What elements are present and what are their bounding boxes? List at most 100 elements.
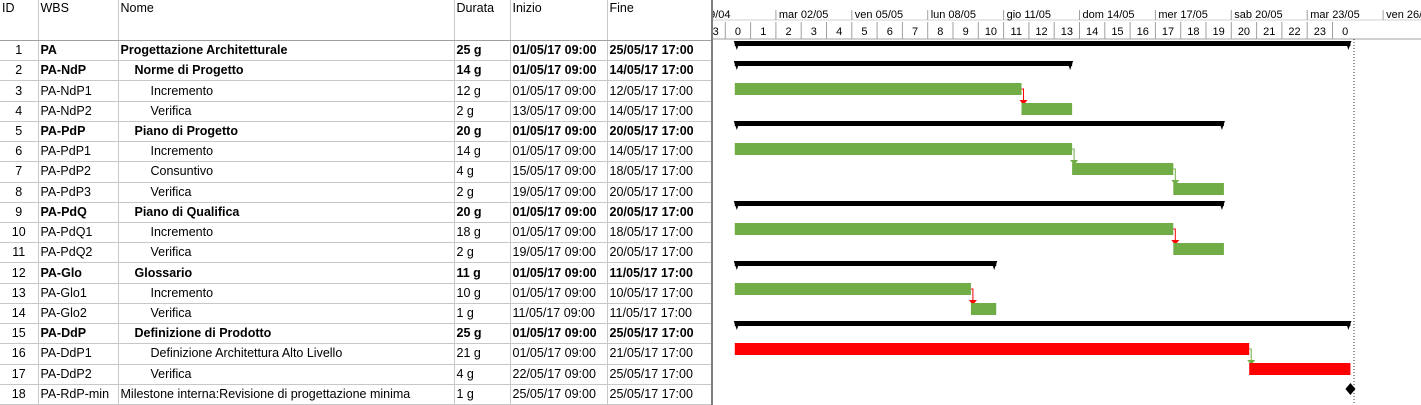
task-id[interactable]: 5 xyxy=(0,121,39,143)
task-id[interactable]: 7 xyxy=(0,161,39,183)
task-duration[interactable]: 2 g xyxy=(454,242,511,264)
task-start[interactable]: 15/05/17 09:00 xyxy=(510,161,608,183)
task-duration[interactable]: 14 g xyxy=(454,141,511,163)
task-start[interactable]: 01/05/17 09:00 xyxy=(510,283,608,304)
task-name[interactable]: Verifica xyxy=(118,242,455,264)
task-row[interactable]: 7 PA-PdP2 Consuntivo 4 g 15/05/17 09:00 18/05… xyxy=(0,161,712,183)
task-end[interactable]: 10/05/17 17:00 xyxy=(607,283,712,304)
task-wbs[interactable]: PA-PdP1 xyxy=(38,141,119,163)
task-id[interactable]: 6 xyxy=(0,141,39,163)
task-id[interactable]: 14 xyxy=(0,303,39,325)
task-end[interactable]: 25/05/17 17:00 xyxy=(607,40,712,62)
task-row[interactable]: 9 PA-PdQ Piano di Qualifica 20 g 01/05/17 09… xyxy=(0,202,712,223)
task-name[interactable]: Milestone interna:Revisione di progettaz… xyxy=(118,384,455,405)
task-wbs[interactable]: PA-PdQ2 xyxy=(38,242,119,264)
task-wbs[interactable]: PA-PdQ xyxy=(38,202,119,223)
task-row[interactable]: 8 PA-PdP3 Verifica 2 g 19/05/17 09:00 20/05/1… xyxy=(0,182,712,203)
task-end[interactable]: 11/05/17 17:00 xyxy=(607,303,712,325)
task-duration[interactable]: 20 g xyxy=(454,121,511,143)
task-name[interactable]: Glossario xyxy=(118,262,455,284)
task-id[interactable]: 1 xyxy=(0,40,39,62)
task-name[interactable]: Incremento xyxy=(118,141,455,163)
task-end[interactable]: 14/05/17 17:00 xyxy=(607,60,712,82)
gantt-canvas[interactable]: 29/04 mar 02/05 ven 05/05 lun 08/05 gio 11/0… xyxy=(713,0,1421,405)
gantt-chart[interactable]: 29/04 mar 02/05 ven 05/05 lun 08/05 gio 11/0… xyxy=(711,0,1421,405)
task-wbs[interactable]: PA-PdP xyxy=(38,121,119,143)
column-header-wbs[interactable]: WBS xyxy=(38,0,119,41)
task-duration[interactable]: 12 g xyxy=(454,80,511,102)
task-start[interactable]: 01/05/17 09:00 xyxy=(510,121,608,143)
task-start[interactable]: 22/05/17 09:00 xyxy=(510,364,608,385)
task-id[interactable]: 15 xyxy=(0,323,39,345)
task-duration[interactable]: 10 g xyxy=(454,283,511,304)
task-row[interactable]: 1 PA Progettazione Architetturale 25 g 01/05… xyxy=(0,40,712,62)
task-duration[interactable]: 25 g xyxy=(454,40,511,62)
task-row[interactable]: 4 PA-NdP2 Verifica 2 g 13/05/17 09:00 14/05/1… xyxy=(0,101,712,122)
task-end[interactable]: 21/05/17 17:00 xyxy=(607,343,712,365)
column-header-name[interactable]: Nome xyxy=(118,0,455,41)
task-duration[interactable]: 4 g xyxy=(454,161,511,183)
task-wbs[interactable]: PA-Glo2 xyxy=(38,303,119,325)
task-end[interactable]: 20/05/17 17:00 xyxy=(607,182,712,203)
task-duration[interactable]: 1 g xyxy=(454,303,511,325)
task-wbs[interactable]: PA-RdP-min xyxy=(38,384,119,405)
task-row[interactable]: 14 PA-Glo2 Verifica 1 g 11/05/17 09:00 11/05/… xyxy=(0,303,712,325)
task-id[interactable]: 10 xyxy=(0,222,39,244)
task-end[interactable]: 18/05/17 17:00 xyxy=(607,222,712,244)
task-row[interactable]: 11 PA-PdQ2 Verifica 2 g 19/05/17 09:00 20/05/… xyxy=(0,242,712,264)
task-duration[interactable]: 4 g xyxy=(454,364,511,385)
task-start[interactable]: 01/05/17 09:00 xyxy=(510,141,608,163)
task-name[interactable]: Incremento xyxy=(118,283,455,304)
task-wbs[interactable]: PA-DdP2 xyxy=(38,364,119,385)
task-duration[interactable]: 25 g xyxy=(454,323,511,345)
task-id[interactable]: 4 xyxy=(0,101,39,122)
task-id[interactable]: 11 xyxy=(0,242,39,264)
task-start[interactable]: 01/05/17 09:00 xyxy=(510,202,608,223)
task-wbs[interactable]: PA-Glo1 xyxy=(38,283,119,304)
column-header-end[interactable]: Fine xyxy=(607,0,712,41)
task-start[interactable]: 01/05/17 09:00 xyxy=(510,222,608,244)
task-duration[interactable]: 1 g xyxy=(454,384,511,405)
task-wbs[interactable]: PA-PdP3 xyxy=(38,182,119,203)
task-row[interactable]: 6 PA-PdP1 Incremento 14 g 01/05/17 09:00 14/0… xyxy=(0,141,712,163)
task-name[interactable]: Verifica xyxy=(118,364,455,385)
task-start[interactable]: 01/05/17 09:00 xyxy=(510,80,608,102)
task-row[interactable]: 15 PA-DdP Definizione di Prodotto 25 g 01/05… xyxy=(0,323,712,345)
task-row[interactable]: 3 PA-NdP1 Incremento 12 g 01/05/17 09:00 12/0… xyxy=(0,80,712,102)
task-start[interactable]: 01/05/17 09:00 xyxy=(510,343,608,365)
task-name[interactable]: Definizione Architettura Alto Livello xyxy=(118,343,455,365)
task-duration[interactable]: 21 g xyxy=(454,343,511,365)
task-end[interactable]: 12/05/17 17:00 xyxy=(607,80,712,102)
task-id[interactable]: 13 xyxy=(0,283,39,304)
task-wbs[interactable]: PA-NdP xyxy=(38,60,119,82)
task-name[interactable]: Verifica xyxy=(118,101,455,122)
task-name[interactable]: Incremento xyxy=(118,222,455,244)
task-duration[interactable]: 2 g xyxy=(454,101,511,122)
task-wbs[interactable]: PA-PdP2 xyxy=(38,161,119,183)
task-name[interactable]: Piano di Progetto xyxy=(118,121,455,143)
task-end[interactable]: 14/05/17 17:00 xyxy=(607,141,712,163)
task-wbs[interactable]: PA-Glo xyxy=(38,262,119,284)
task-start[interactable]: 01/05/17 09:00 xyxy=(510,262,608,284)
task-start[interactable]: 13/05/17 09:00 xyxy=(510,101,608,122)
task-duration[interactable]: 20 g xyxy=(454,202,511,223)
task-row[interactable]: 16 PA-DdP1 Definizione Architettura Alto L… xyxy=(0,343,712,365)
task-row[interactable]: 5 PA-PdP Piano di Progetto 20 g 01/05/17 09:… xyxy=(0,121,712,143)
task-id[interactable]: 3 xyxy=(0,80,39,102)
task-duration[interactable]: 18 g xyxy=(454,222,511,244)
task-end[interactable]: 20/05/17 17:00 xyxy=(607,242,712,264)
task-name[interactable]: Consuntivo xyxy=(118,161,455,183)
task-start[interactable]: 19/05/17 09:00 xyxy=(510,242,608,264)
task-start[interactable]: 11/05/17 09:00 xyxy=(510,303,608,325)
column-header-id[interactable]: ID xyxy=(0,0,39,41)
task-row[interactable]: 13 PA-Glo1 Incremento 10 g 01/05/17 09:00 10/… xyxy=(0,283,712,304)
task-start[interactable]: 25/05/17 09:00 xyxy=(510,384,608,405)
task-end[interactable]: 18/05/17 17:00 xyxy=(607,161,712,183)
task-id[interactable]: 17 xyxy=(0,364,39,385)
task-duration[interactable]: 14 g xyxy=(454,60,511,82)
task-wbs[interactable]: PA xyxy=(38,40,119,62)
task-end[interactable]: 11/05/17 17:00 xyxy=(607,262,712,284)
task-wbs[interactable]: PA-NdP2 xyxy=(38,101,119,122)
task-end[interactable]: 14/05/17 17:00 xyxy=(607,101,712,122)
task-start[interactable]: 19/05/17 09:00 xyxy=(510,182,608,203)
